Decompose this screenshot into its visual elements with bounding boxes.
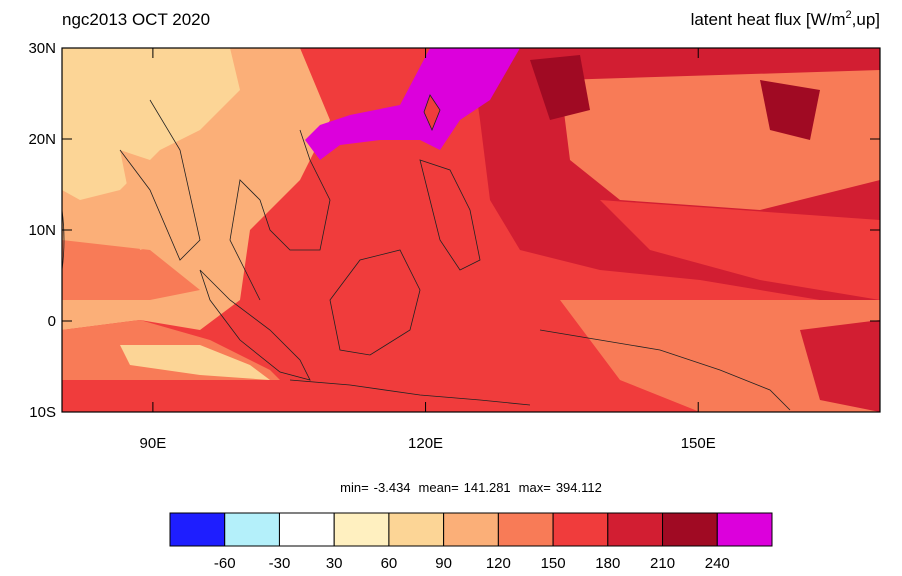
y-tick-label: 30N [28, 40, 56, 57]
title-superscript: 2 [846, 9, 852, 21]
colorbar-box [552, 512, 609, 547]
y-tick-label: 10N [28, 222, 56, 239]
axes: 30N 20N 10N 0 10S 90E 120E 150E [28, 40, 880, 452]
colorbar-label: -60 [214, 555, 236, 572]
stat-label: mean= [419, 480, 459, 495]
colorbar-label: 120 [486, 555, 511, 572]
colorbar-label: 150 [541, 555, 566, 572]
stat-value: 141.281 [464, 480, 511, 495]
stat-label: min= [340, 480, 369, 495]
colorbar-label: 90 [435, 555, 452, 572]
y-tick-label: 20N [28, 131, 56, 148]
y-tick-label: 10S [29, 404, 56, 421]
colorbar-box [224, 512, 280, 547]
stat-value: 394.112 [556, 480, 602, 495]
colorbar-box [607, 512, 664, 547]
x-tick-label: 120E [408, 435, 443, 452]
stat-value: -3.434 [374, 480, 411, 495]
colorbar-box [169, 512, 226, 547]
title-right: latent heat flux [W/m2,up] [691, 9, 880, 29]
colorbar-label: 240 [705, 555, 730, 572]
stat-label: max= [519, 480, 551, 495]
colorbar-label: 180 [595, 555, 620, 572]
title-right-text: latent heat flux [W/m [691, 10, 846, 29]
colorbar-box [443, 512, 499, 547]
colorbar-box [388, 512, 445, 547]
colorbar-label: -30 [269, 555, 291, 572]
colorbar-label: 210 [650, 555, 675, 572]
colorbar-box [716, 512, 773, 547]
map-field [62, 48, 880, 412]
colorbar-box [278, 512, 335, 547]
colorbar-box [662, 512, 718, 547]
y-tick-label: 0 [48, 313, 56, 330]
colorbar-label: 30 [326, 555, 343, 572]
stats: min= -3.434 mean= 141.281 max= 394.112 [340, 480, 602, 495]
title-suffix: ,up] [852, 10, 880, 29]
colorbar-box [497, 512, 554, 547]
x-tick-label: 150E [681, 435, 716, 452]
colorbar: -60 -30 30 60 90 120 150 180 210 240 [169, 512, 773, 572]
colorbar-box [333, 512, 390, 547]
colorbar-label: 60 [381, 555, 398, 572]
title-left: ngc2013 OCT 2020 [62, 10, 210, 29]
x-tick-label: 90E [140, 435, 167, 452]
